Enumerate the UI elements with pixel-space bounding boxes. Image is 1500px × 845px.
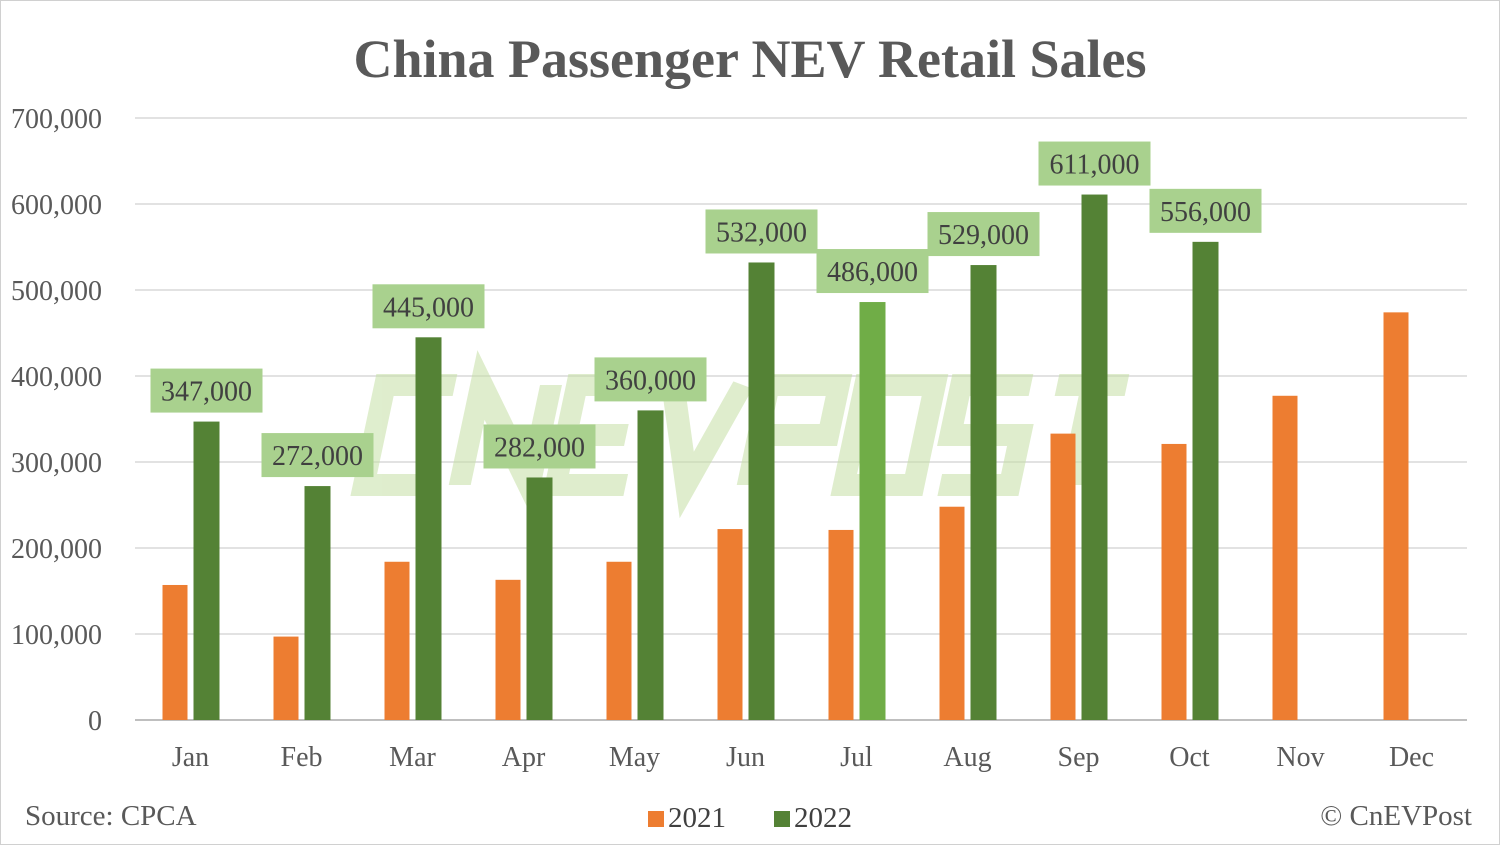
y-tick-label: 200,000 [11,534,102,565]
source-note: Source: CPCA [25,800,197,832]
data-label: 445,000 [383,292,474,323]
x-tick-label: May [609,742,660,773]
bar-2022 [748,262,775,720]
data-label: 360,000 [605,365,696,396]
x-tick-label: Mar [389,742,436,773]
data-label-bg [1038,141,1151,186]
data-label-bg [1149,188,1262,233]
x-tick-label: Oct [1169,742,1210,773]
bar-2021 [1383,312,1409,720]
x-tick-label: Nov [1276,742,1324,773]
data-label-bg [594,357,707,402]
data-label: 556,000 [1160,197,1251,228]
x-tick-label: Dec [1389,742,1434,773]
bar-2022 [637,410,664,720]
bar-2021 [384,561,410,720]
copyright-note: © CnEVPost [1320,800,1472,832]
watermark-logo [350,350,1130,520]
legend-label: 2021 [668,802,726,834]
legend-label: 2022 [794,802,852,834]
bar-2021 [828,529,854,720]
legend-item-2022: 2022 [774,802,852,835]
legend-swatch [774,810,790,827]
data-label-bg [927,212,1040,257]
watermark-letter [661,381,753,519]
bar-2022 [859,302,886,720]
x-tick-label: Jan [172,742,209,773]
data-label-bg [372,284,485,329]
data-label: 611,000 [1050,150,1140,181]
y-tick-label: 600,000 [11,190,102,221]
y-tick-label: 300,000 [11,448,102,479]
bar-2021 [162,584,188,720]
bar-2021 [1050,433,1076,720]
bar-2022 [1081,194,1108,721]
data-label-bg [150,368,263,413]
bar-2022 [970,265,997,720]
x-tick-label: Jul [840,742,873,773]
bar-2021 [273,636,299,720]
bar-2021 [939,506,965,720]
legend-swatch [648,810,664,827]
data-label: 272,000 [272,441,363,472]
bar-2021 [717,529,743,720]
data-label: 486,000 [827,257,918,288]
y-tick-label: 700,000 [11,104,102,135]
bar-2022 [304,486,331,720]
bar-2021 [495,579,521,720]
x-tick-label: Apr [502,742,546,773]
chart-title: China Passenger NEV Retail Sales [353,29,1147,89]
watermark-letter [830,374,949,496]
data-label: 532,000 [716,217,807,248]
bar-2022 [1192,241,1219,720]
legend-item-2021: 2021 [648,802,726,835]
data-label-bg [261,433,374,478]
bar-2022 [415,337,442,720]
y-tick-label: 100,000 [11,620,102,651]
data-label-bg [705,209,818,254]
bar-2021 [606,561,632,720]
data-label-bg [483,424,596,469]
data-label: 347,000 [161,377,252,408]
bar-2021 [1161,443,1187,720]
data-label: 529,000 [938,220,1029,251]
x-tick-label: Jun [726,742,765,773]
data-label-bg [816,249,929,294]
y-tick-label: 500,000 [11,276,102,307]
x-tick-label: Feb [281,742,323,773]
watermark-letter [1054,374,1130,485]
bar-2022 [526,477,553,720]
x-tick-label: Aug [943,742,991,773]
legend: 2021 2022 [648,802,852,835]
y-tick-label: 400,000 [11,362,102,393]
x-tick-label: Sep [1058,742,1100,773]
bar-2021 [1272,395,1298,720]
data-label: 282,000 [494,432,585,463]
bar-2022 [193,421,220,720]
y-tick-label: 0 [88,706,102,737]
